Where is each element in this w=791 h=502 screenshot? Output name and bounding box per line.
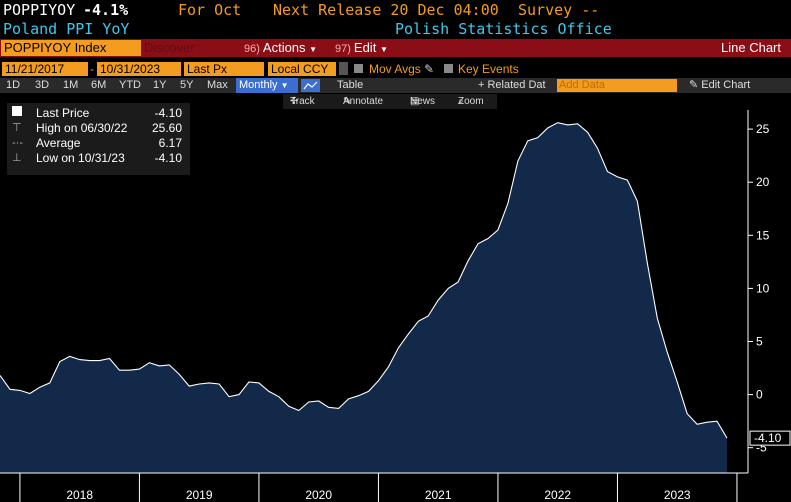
- period-6m[interactable]: 6M: [91, 79, 107, 91]
- series-line: [0, 122, 728, 439]
- y-tick-label: 0: [756, 388, 763, 402]
- crosshair-icon: ✢: [290, 96, 299, 107]
- news-icon: ▤: [410, 96, 420, 107]
- y-tick-label: 20: [756, 175, 770, 189]
- legend-average: -·- Average 6.17: [12, 136, 182, 150]
- chevron-down-icon: ▼: [309, 45, 318, 54]
- change-value: -4.1%: [83, 1, 129, 19]
- last-value-badge: [749, 430, 791, 446]
- ticker: POPPIYOY: [3, 1, 76, 19]
- y-tick-label: 25: [756, 122, 770, 136]
- y-axis: -5 0 5 10 15 20 25 -4.10: [747, 110, 791, 473]
- chart-type-label: Line Chart: [721, 40, 781, 55]
- key-events-checkbox[interactable]: [444, 64, 453, 73]
- date-separator: -: [90, 62, 94, 76]
- x-tick-label: 2021: [425, 488, 452, 502]
- y-tick-label: 5: [756, 335, 763, 349]
- header-row-1: POPPIYOY -4.1% For Oct Next Release 20 D…: [0, 1, 791, 20]
- survey: Survey --: [518, 1, 600, 19]
- toolbar: POPPIYOY Index Discover 96) Actions ▼ 97)…: [0, 39, 791, 57]
- y-tick-label: -5: [756, 441, 767, 455]
- next-release: Next Release 20 Dec 04:00: [273, 1, 499, 19]
- x-tick-label: 2019: [186, 488, 213, 502]
- currency-select[interactable]: Local CCY: [268, 62, 336, 76]
- legend-low: ⊥ Low on 10/31/23 -4.10: [12, 151, 182, 165]
- pencil-icon: ✎: [689, 79, 699, 91]
- pen-icon: ✎: [343, 96, 352, 107]
- period-label: For Oct: [178, 1, 242, 19]
- period-1d[interactable]: 1D: [6, 79, 21, 91]
- high-marker-icon: ⊤: [12, 122, 22, 134]
- last-value-label: -4.10: [754, 431, 782, 445]
- period-row: 1D 3D 1M 6M YTD 1Y 5Y Max Monthly ▼ Tabl…: [0, 78, 791, 93]
- legend-last: Last Price -4.10: [7, 106, 190, 121]
- chevron-down-icon: ▼: [280, 81, 289, 90]
- average-marker-icon: -·-: [12, 137, 23, 149]
- table-button[interactable]: Table: [337, 79, 364, 91]
- series-area-fill: [0, 122, 727, 473]
- frequency-select[interactable]: Monthly ▼: [236, 78, 298, 93]
- legend-high: ⊤ High on 06/30/22 25.60: [12, 121, 182, 135]
- related-data-button[interactable]: + Related Dat: [478, 79, 546, 91]
- x-tick-label: 2020: [305, 488, 332, 502]
- x-tick-label: 2018: [66, 488, 93, 502]
- end-date-input[interactable]: 10/31/2023: [97, 62, 181, 76]
- pencil-icon[interactable]: ✎: [424, 62, 435, 76]
- field-select[interactable]: Last Px: [184, 62, 264, 76]
- line-chart-icon[interactable]: [301, 79, 320, 92]
- x-axis: 2018 2019 2020 2021 2022 2023: [0, 472, 748, 502]
- x-tick-label: 2022: [544, 488, 571, 502]
- period-max[interactable]: Max: [207, 79, 228, 91]
- mov-avgs-label: Mov Avgs: [369, 62, 421, 76]
- low-marker-icon: ⊥: [12, 152, 22, 164]
- discover-button[interactable]: Discover: [144, 40, 195, 55]
- key-events-label: Key Events: [458, 62, 519, 76]
- period-3d[interactable]: 3D: [35, 79, 50, 91]
- x-tick-label: 2023: [664, 488, 691, 502]
- series-name: Poland PPI YoY: [3, 20, 130, 38]
- header-row-2: Poland PPI YoY Polish Statistics Office: [0, 20, 791, 39]
- currency-dropdown-icon[interactable]: [339, 62, 348, 75]
- y-tick-label: 10: [756, 281, 770, 295]
- swatch-icon: [12, 106, 22, 116]
- period-1y[interactable]: 1Y: [153, 79, 167, 91]
- mov-avgs-checkbox[interactable]: [354, 64, 363, 73]
- chart-tools: ✢ Track ✎ Annotate ▤ News ⌕ Zoom: [283, 94, 497, 109]
- settings-row: 11/21/2017 - 10/31/2023 Last Px Local CC…: [0, 61, 791, 77]
- chevron-down-icon: ▼: [379, 45, 388, 54]
- actions-menu[interactable]: 96) Actions ▼: [244, 40, 318, 55]
- security-field[interactable]: POPPIYOY Index: [1, 40, 141, 56]
- period-5y[interactable]: 5Y: [180, 79, 194, 91]
- legend: Last Price -4.10 ⊤ High on 06/30/22 25.6…: [7, 103, 190, 175]
- magnifier-icon: ⌕: [458, 96, 464, 107]
- y-tick-label: 15: [756, 228, 770, 242]
- period-1m[interactable]: 1M: [63, 79, 79, 91]
- add-data-input[interactable]: Add Data: [557, 79, 677, 92]
- series-area: [0, 122, 728, 473]
- data-source: Polish Statistics Office: [395, 20, 612, 38]
- start-date-input[interactable]: 11/21/2017: [2, 62, 88, 76]
- edit-chart-button[interactable]: ✎ Edit Chart: [689, 79, 751, 91]
- edit-menu[interactable]: 97) Edit ▼: [335, 40, 388, 55]
- period-ytd[interactable]: YTD: [119, 79, 141, 91]
